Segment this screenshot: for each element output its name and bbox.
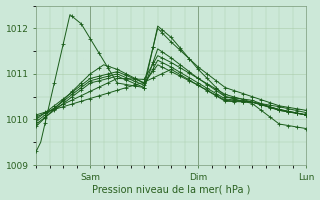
X-axis label: Pression niveau de la mer( hPa ): Pression niveau de la mer( hPa ) [92,184,251,194]
